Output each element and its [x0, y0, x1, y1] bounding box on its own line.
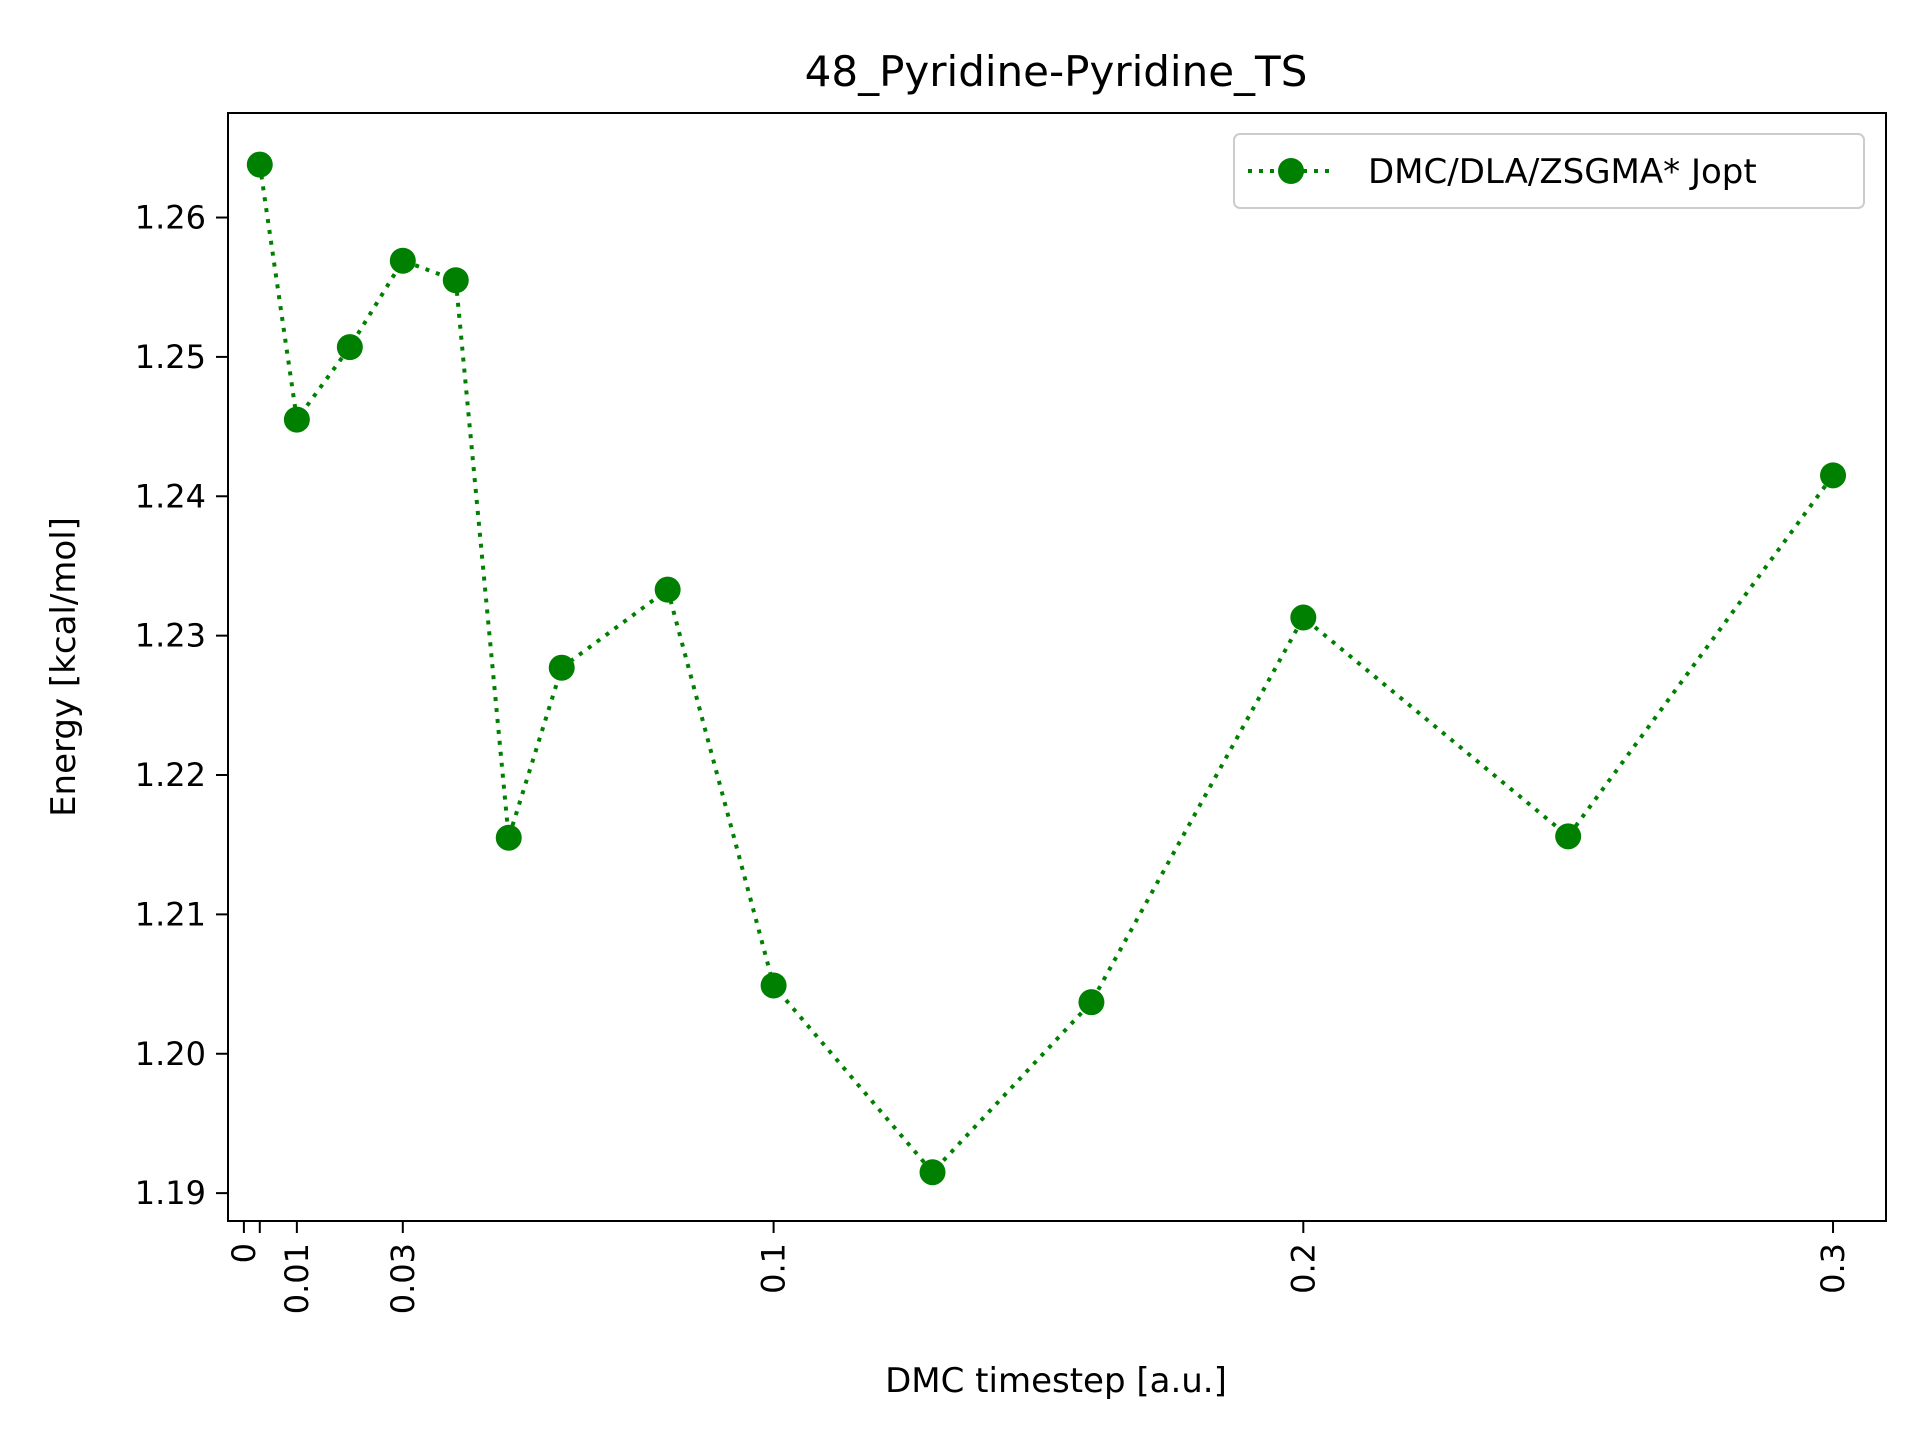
chart-title: 48_Pyridine-Pyridine_TS — [805, 47, 1308, 96]
x-tick-label: 0.2 — [1284, 1243, 1322, 1294]
data-point — [283, 406, 310, 433]
x-tick-label: 0.3 — [1814, 1243, 1852, 1294]
y-tick-label: 1.26 — [135, 199, 206, 237]
y-tick-label: 1.22 — [135, 756, 206, 794]
axes-frame — [227, 112, 1887, 1222]
legend-box — [1233, 133, 1865, 209]
x-tick-label: 0.03 — [384, 1243, 422, 1314]
data-point — [919, 1159, 946, 1186]
legend: DMC/DLA/ZSGMA* Jopt — [1233, 133, 1865, 209]
data-point — [495, 824, 522, 851]
data-point — [389, 247, 416, 274]
x-tick-label: 0.1 — [755, 1243, 793, 1294]
x-axis-label: DMC timestep [a.u.] — [885, 1361, 1227, 1401]
data-point — [1290, 604, 1317, 631]
data-point — [442, 267, 469, 294]
data-point — [1555, 823, 1582, 850]
data-point — [1078, 989, 1105, 1016]
x-tick-label: 0 — [225, 1243, 263, 1263]
data-point — [336, 334, 363, 361]
y-tick-label: 1.25 — [135, 338, 206, 376]
data-point — [760, 972, 787, 999]
axes: 0 0.01 0.03 0.1 0.2 0.3 1.19 1.20 1.21 1.22 1.23 1.… — [135, 112, 1887, 1314]
y-tick-label: 1.21 — [135, 895, 206, 933]
y-tick-label: 1.24 — [135, 477, 206, 515]
data-point — [548, 654, 575, 681]
series-line-0 — [257, 164, 1835, 1176]
legend-label: DMC/DLA/ZSGMA* Jopt — [1368, 152, 1757, 192]
y-tick-label: 1.20 — [135, 1035, 206, 1073]
x-tick-label: 0.01 — [278, 1243, 316, 1314]
legend-marker — [1278, 158, 1304, 184]
data-point — [1820, 462, 1847, 489]
data-point — [654, 576, 681, 603]
plot-area — [246, 151, 1847, 1186]
y-tick-label: 1.23 — [135, 617, 206, 655]
y-axis-label: Energy [kcal/mol] — [44, 517, 84, 817]
y-tick-label: 1.19 — [135, 1174, 206, 1212]
data-point — [246, 151, 273, 178]
